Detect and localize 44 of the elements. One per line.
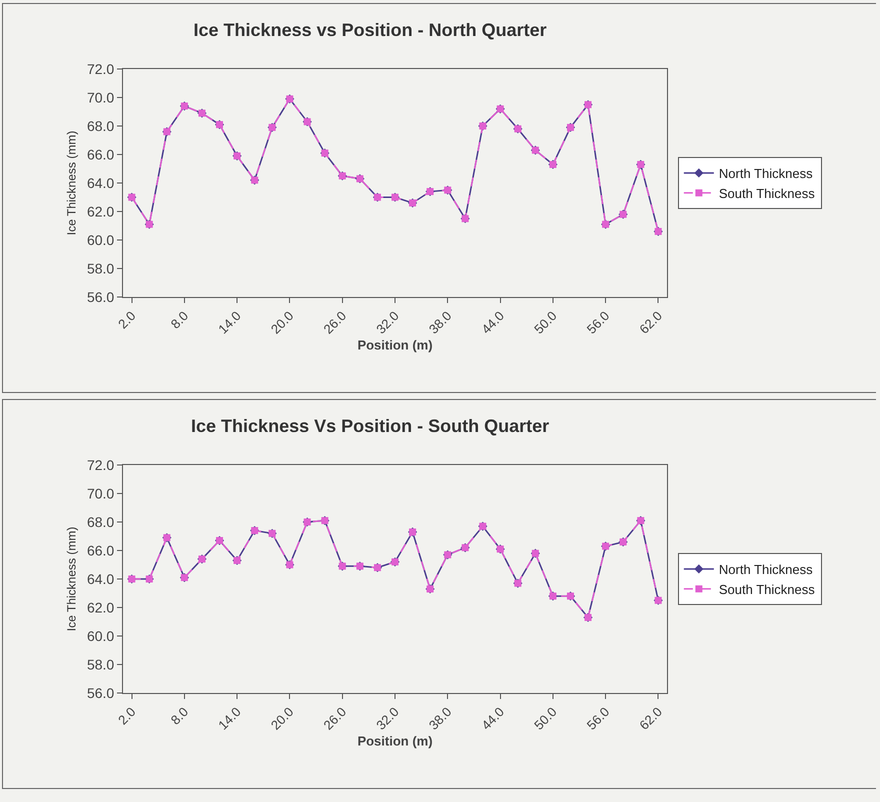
legend-label: South Thickness — [718, 582, 816, 597]
y-tick-label: 58.0 — [86, 656, 114, 672]
y-tick-label: 66.0 — [86, 146, 114, 162]
x-tick-label: 32.0 — [373, 704, 402, 733]
x-tick-label: 44.0 — [478, 308, 508, 337]
y-tick-label: 66.0 — [86, 542, 114, 558]
legend-label: North Thickness — [718, 166, 814, 182]
y-tick-label: 70.0 — [86, 485, 114, 502]
y-axis-title: Ice Thickness (mm) — [64, 526, 78, 632]
x-tick-label: 56.0 — [584, 308, 612, 337]
y-tick-label: 56.0 — [86, 288, 114, 305]
x-axis-title: Position (m) — [357, 337, 433, 352]
legend-label: South Thickness — [718, 186, 816, 201]
y-tick-label: 72.0 — [86, 456, 114, 473]
y-tick-label: 72.0 — [86, 60, 114, 77]
x-tick-label: 44.0 — [478, 704, 508, 733]
x-tick-label: 62.0 — [636, 308, 665, 337]
x-tick-label: 2.0 — [115, 704, 138, 728]
y-tick-label: 68.0 — [86, 514, 114, 530]
y-tick-label: 60.0 — [86, 628, 114, 644]
y-tick-label: 64.0 — [86, 174, 114, 191]
x-tick-label: 32.0 — [373, 308, 402, 337]
y-tick-label: 58.0 — [86, 260, 114, 276]
x-tick-label: 38.0 — [426, 704, 454, 733]
x-tick-label: 8.0 — [168, 308, 192, 332]
x-tick-label: 62.0 — [636, 704, 665, 733]
y-tick-label: 70.0 — [86, 89, 114, 106]
x-tick-label: 8.0 — [168, 704, 192, 728]
x-tick-label: 38.0 — [426, 308, 454, 337]
y-tick-label: 68.0 — [86, 118, 114, 134]
x-tick-label: 56.0 — [584, 704, 612, 733]
x-tick-label: 50.0 — [531, 308, 560, 337]
legend-label: North Thickness — [718, 562, 814, 578]
y-tick-label: 64.0 — [86, 570, 114, 587]
y-tick-label: 62.0 — [86, 599, 114, 616]
y-axis-title: Ice Thickness (mm) — [64, 130, 78, 236]
x-tick-label: 2.0 — [115, 308, 138, 332]
chart-title: Ice Thickness Vs Position - South Quarter — [191, 416, 550, 436]
y-tick-label: 60.0 — [86, 232, 114, 248]
x-axis-title: Position (m) — [357, 733, 433, 748]
y-tick-label: 56.0 — [86, 684, 114, 701]
chart-title: Ice Thickness vs Position - North Quarter — [194, 20, 547, 40]
y-tick-label: 62.0 — [86, 203, 114, 220]
x-tick-label: 50.0 — [531, 704, 560, 733]
